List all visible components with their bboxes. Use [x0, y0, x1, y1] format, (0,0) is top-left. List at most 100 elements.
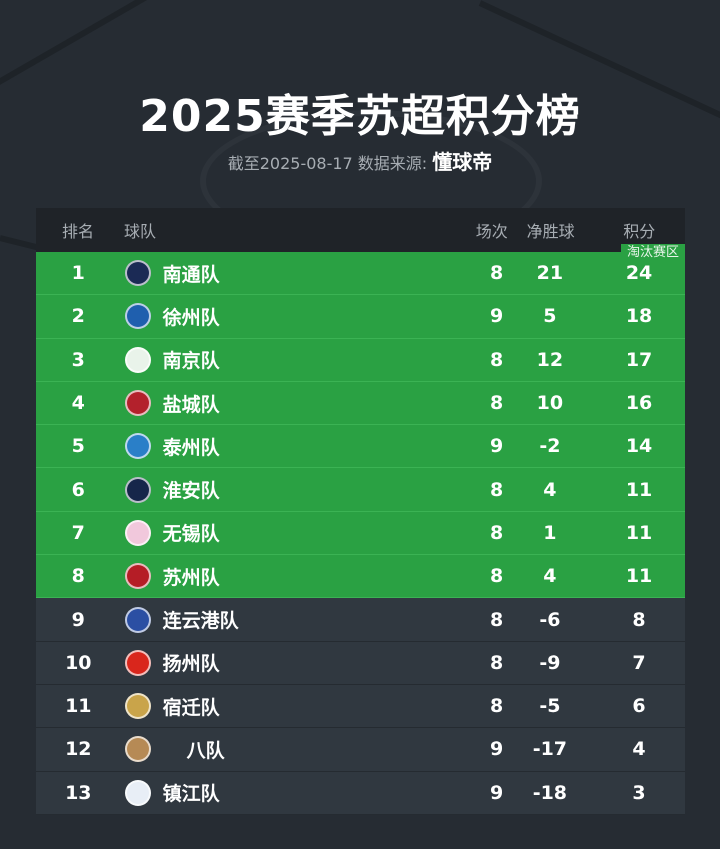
team-cell: 盐城队	[121, 390, 360, 417]
table-row[interactable]: 5 泰州队 9 -2 14	[36, 425, 685, 469]
team-name: 淮安队	[162, 480, 220, 503]
games-cell: 8	[360, 609, 507, 631]
goal-diff: 1	[543, 521, 557, 544]
table-body: 1 南通队 8 21 24 2 徐州队 9 5 18 3 南京队 8 12 17 4 盐城队 8 10 16 5 泰州队 9…	[36, 252, 685, 815]
goal-diff: 5	[543, 305, 557, 328]
goal-diff: -5	[539, 695, 561, 718]
team-cell: 镇江队	[121, 779, 360, 806]
goal-diff: -6	[539, 608, 561, 631]
table-row[interactable]: 11 宿迁队 8 -5 6	[36, 684, 685, 729]
games: 9	[490, 738, 504, 761]
rank: 5	[71, 435, 85, 458]
team-logo-icon	[124, 779, 151, 806]
table-header: 排名 球队 场次 净胜球 积分 淘汰赛区	[36, 208, 685, 262]
table-row[interactable]: 8 苏州队 8 4 11	[36, 555, 685, 599]
team-logo-icon	[124, 736, 151, 763]
team-cell: 无锡队	[121, 519, 360, 546]
rank: 13	[65, 781, 92, 804]
goal-diff: 12	[536, 348, 564, 371]
table-row[interactable]: 7 无锡队 8 1 11	[36, 511, 685, 556]
games-cell: 8	[360, 695, 507, 717]
team-cell: 徐州队	[121, 303, 360, 330]
goal-diff: 4	[543, 478, 557, 501]
table-row[interactable]: 12 八队 9 -17 4	[36, 728, 685, 772]
team-name: 宿迁队	[162, 696, 220, 719]
games: 8	[490, 478, 504, 501]
header-points: 积分	[623, 222, 656, 241]
team-cell: 泰州队	[121, 433, 360, 460]
points: 11	[625, 565, 653, 588]
date-source-text: 截至2025-08-17 数据来源:	[227, 154, 428, 173]
points: 14	[625, 435, 653, 458]
games: 8	[490, 521, 504, 544]
games: 8	[490, 262, 504, 285]
games: 8	[490, 695, 504, 718]
games: 9	[490, 435, 504, 458]
team-logo-icon	[124, 476, 151, 503]
team-name: 盐城队	[162, 393, 220, 416]
rank: 11	[65, 695, 92, 718]
table-row[interactable]: 9 连云港队 8 -6 8	[36, 598, 685, 642]
table-row[interactable]: 13 镇江队 9 -18 3	[36, 771, 685, 815]
knockout-zone-tag: 淘汰赛区	[620, 244, 685, 262]
data-source-name: 懂球帝	[432, 150, 493, 174]
games-cell: 8	[360, 652, 507, 674]
table-row[interactable]: 6 淮安队 8 4 11	[36, 468, 685, 512]
goal-diff: -17	[532, 738, 568, 761]
header-rank: 排名	[62, 222, 95, 241]
points: 16	[625, 392, 653, 415]
team-cell: 淮安队	[121, 476, 360, 503]
points: 3	[632, 781, 646, 804]
team-cell: 扬州队	[121, 649, 360, 676]
team-name: 连云港队	[162, 610, 239, 633]
games-cell: 9	[360, 435, 507, 457]
team-name: 泰州队	[162, 436, 220, 459]
games: 8	[490, 392, 504, 415]
team-name: 南京队	[162, 350, 220, 373]
goal-diff: -2	[539, 435, 561, 458]
games-cell: 9	[360, 738, 507, 760]
team-cell: 苏州队	[121, 563, 360, 590]
team-name: 无锡队	[162, 523, 220, 546]
games-cell: 8	[360, 262, 507, 284]
table-row[interactable]: 3 南京队 8 12 17	[36, 338, 685, 382]
table-row[interactable]: 1 南通队 8 21 24	[36, 252, 685, 296]
goal-diff: 4	[543, 565, 557, 588]
team-logo-icon	[124, 519, 151, 546]
table-row[interactable]: 10 扬州队 8 -9 7	[36, 641, 685, 685]
games: 9	[490, 781, 504, 804]
team-name: 南通队	[162, 263, 220, 286]
points: 11	[625, 521, 653, 544]
header-games-label: 场次	[475, 222, 508, 241]
points: 11	[625, 478, 653, 501]
games: 9	[490, 305, 504, 328]
games: 8	[490, 651, 504, 674]
team-name: 镇江队	[162, 783, 220, 806]
rank: 2	[71, 305, 85, 328]
games: 8	[490, 565, 504, 588]
team-cell: 八队	[121, 736, 360, 763]
points: 4	[632, 738, 646, 761]
team-name: 苏州队	[162, 566, 220, 589]
rank: 12	[65, 738, 92, 761]
team-logo-icon	[124, 693, 151, 720]
points: 6	[632, 695, 646, 718]
header-team: 球队	[124, 222, 157, 241]
games-cell: 8	[360, 479, 507, 501]
rank: 3	[71, 348, 85, 371]
rank: 9	[71, 608, 85, 631]
goal-diff: -18	[532, 781, 568, 804]
rank: 7	[71, 521, 85, 544]
header-goal-diff: 净胜球	[526, 222, 575, 241]
rank: 10	[65, 651, 92, 674]
points: 24	[625, 262, 653, 285]
table-row[interactable]: 2 徐州队 9 5 18	[36, 295, 685, 339]
team-cell: 南京队	[121, 346, 360, 373]
points: 17	[625, 348, 653, 371]
games-cell: 8	[360, 392, 507, 414]
team-logo-icon	[124, 303, 151, 330]
rank: 4	[71, 392, 85, 415]
table-row[interactable]: 4 盐城队 8 10 16	[36, 381, 685, 426]
games-cell: 8	[360, 565, 507, 587]
team-cell: 连云港队	[121, 606, 360, 633]
